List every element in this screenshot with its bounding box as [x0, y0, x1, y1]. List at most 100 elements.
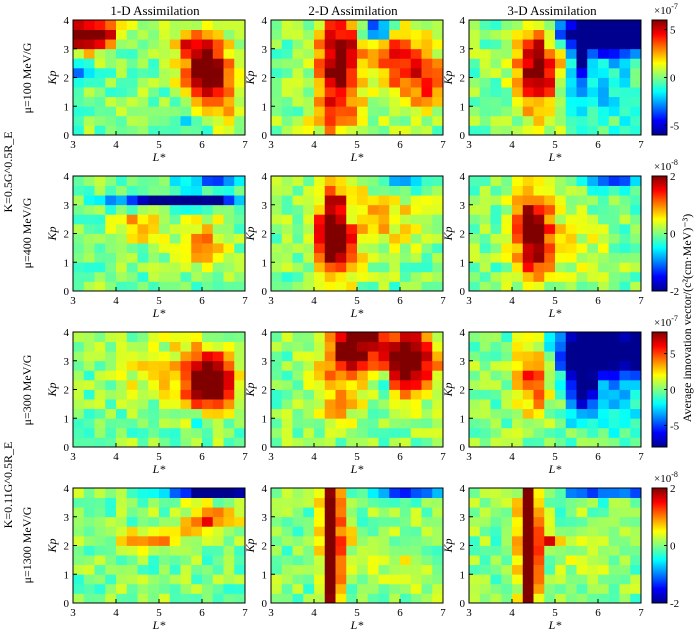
heat-cell — [148, 262, 160, 273]
heat-cell — [335, 418, 347, 429]
heat-cell — [608, 106, 620, 117]
y-tick-label: 2 — [262, 541, 268, 553]
heat-cell — [490, 507, 502, 518]
heat-cell — [544, 252, 556, 263]
x-tick-label: 7 — [638, 451, 644, 463]
heat-cell — [212, 488, 224, 498]
heat-cell — [367, 204, 379, 215]
colorbar-tick-label: 0 — [670, 541, 676, 553]
heat-cell — [367, 77, 379, 88]
heat-cell — [400, 564, 412, 575]
heat-cell — [421, 389, 433, 400]
heat-cell — [410, 507, 422, 518]
heat-cell — [234, 545, 246, 556]
heat-cell — [512, 341, 524, 352]
heat-cell — [303, 77, 315, 88]
heat-cell — [410, 497, 422, 508]
heat-cell — [324, 526, 336, 537]
heat-cell — [169, 271, 181, 282]
heat-cell — [522, 360, 534, 371]
heat-cell — [105, 437, 117, 448]
heat-cell — [598, 507, 610, 518]
heat-cell — [367, 233, 379, 244]
heat-cell — [116, 583, 128, 594]
heat-cell — [555, 281, 567, 292]
heat-cell — [180, 555, 192, 566]
heat-cell — [400, 497, 412, 508]
heat-cell — [432, 488, 444, 498]
heat-cell — [271, 262, 283, 273]
heat-cell — [400, 341, 412, 352]
heat-cell — [555, 48, 567, 59]
colorbar-scale: ×10-8 — [654, 158, 678, 173]
x-tick-label: 4 — [509, 607, 515, 619]
heat-cell — [501, 58, 513, 69]
heat-cell — [159, 252, 171, 263]
heat-cell — [565, 507, 577, 518]
heat-cell — [126, 252, 138, 263]
heat-cell — [202, 262, 214, 273]
x-tick-label: 7 — [440, 607, 446, 619]
heat-cell — [314, 389, 326, 400]
heat-cell — [148, 115, 160, 126]
heat-cell — [490, 271, 502, 282]
heat-cell — [565, 96, 577, 107]
heat-cell — [533, 437, 545, 448]
heat-cell — [223, 271, 235, 282]
heat-cell — [292, 281, 304, 292]
heat-cell — [271, 545, 283, 556]
heat-cell — [202, 427, 214, 438]
heat-cell — [314, 125, 326, 136]
heat-cell — [292, 360, 304, 371]
heat-cell — [512, 351, 524, 362]
heat-cell — [116, 360, 128, 371]
heat-cell — [565, 29, 577, 40]
heat-cell — [544, 262, 556, 273]
heat-cell — [180, 507, 192, 518]
heat-cell — [421, 418, 433, 429]
heat-cell — [587, 545, 599, 556]
heat-cell — [389, 408, 401, 419]
heat-cell — [512, 262, 524, 273]
heat-cell — [565, 341, 577, 352]
heat-cell — [421, 48, 433, 59]
heat-cell — [469, 332, 481, 342]
heat-cell — [314, 243, 326, 254]
heat-cell — [400, 58, 412, 69]
heat-cell — [271, 204, 283, 215]
heat-cell — [469, 252, 481, 263]
k-label-top: K=0.5G^0.5R_E — [1, 131, 15, 212]
heat-cell — [400, 233, 412, 244]
y-axis-label: Kp — [45, 226, 59, 241]
y-tick-label: 4 — [262, 15, 268, 27]
heat-cell — [587, 77, 599, 88]
y-tick-label: 4 — [460, 327, 466, 339]
heat-cell — [324, 427, 336, 438]
heat-cell — [410, 252, 422, 263]
heat-cell — [357, 418, 369, 429]
heat-cell — [202, 437, 214, 448]
heat-cell — [346, 58, 358, 69]
heat-cell — [522, 507, 534, 518]
heat-cell — [533, 341, 545, 352]
heat-cell — [357, 332, 369, 342]
heat-cell — [501, 176, 513, 186]
heat-cell — [83, 106, 95, 117]
col-title-3d: 3-D Assimilation — [507, 3, 597, 18]
heat-cell — [324, 243, 336, 254]
heat-cell — [212, 125, 224, 136]
heat-cell — [533, 516, 545, 527]
heat-cell — [400, 488, 412, 498]
heat-cell — [271, 48, 283, 59]
heat-cell — [314, 593, 326, 604]
heat-cell — [335, 526, 347, 537]
heat-cell — [410, 214, 422, 225]
heat-cell — [555, 360, 567, 371]
heat-cell — [148, 48, 160, 59]
heat-cell — [598, 29, 610, 40]
heat-cell — [335, 379, 347, 390]
heat-cell — [335, 399, 347, 410]
heat-cell — [378, 488, 390, 498]
heat-cell — [314, 271, 326, 282]
heat-cell — [421, 399, 433, 410]
